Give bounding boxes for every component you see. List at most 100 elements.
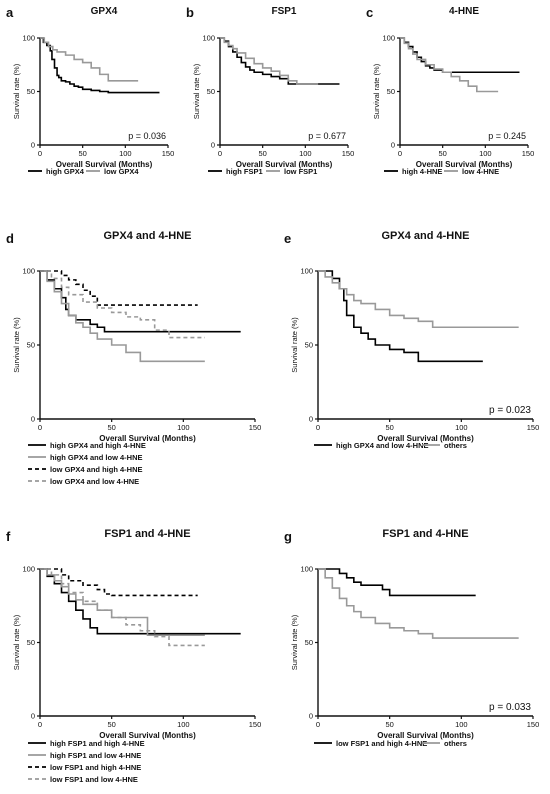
- survival-curve: [40, 270, 205, 339]
- x-tick-label: 150: [249, 423, 262, 432]
- x-axis-label: Overall Survival (Months): [416, 160, 513, 169]
- x-tick-label: 0: [218, 149, 222, 158]
- chart-title: FSP1 and 4-HNE: [104, 528, 190, 540]
- y-tick-label: 50: [27, 341, 35, 350]
- y-tick-label: 100: [382, 34, 395, 43]
- panel-letter: a: [6, 5, 14, 20]
- legend-label: high GPX4 and high 4-HNE: [50, 441, 146, 450]
- y-tick-label: 100: [22, 34, 35, 43]
- chart-title: GPX4 and 4-HNE: [103, 230, 191, 242]
- x-tick-label: 100: [299, 149, 312, 158]
- x-tick-label: 0: [316, 720, 320, 729]
- chart-title: 4-HNE: [449, 6, 479, 17]
- y-tick-label: 0: [309, 712, 313, 721]
- legend: high 4-HNE low 4-HNE: [384, 167, 499, 176]
- panel-f: f FSP1 and 4-HNE 0 50 100 150 0 50 100 Overall Su…: [6, 528, 261, 784]
- x-tick-label: 100: [479, 149, 492, 158]
- x-axis-label: Overall Survival (Months): [236, 160, 333, 169]
- x-tick-label: 0: [38, 423, 42, 432]
- legend-label: others: [444, 441, 467, 450]
- y-tick-label: 50: [387, 87, 395, 96]
- y-tick-label: 100: [22, 565, 35, 574]
- x-tick-label: 100: [119, 149, 132, 158]
- panel-c: c 4-HNE 0 50 100 150 0 50 100 Overall Survival (M…: [366, 5, 534, 176]
- survival-curve: [220, 37, 340, 85]
- x-tick-label: 50: [107, 423, 115, 432]
- chart-title: GPX4: [91, 6, 118, 17]
- legend: high GPX4 low GPX4: [28, 167, 139, 176]
- x-tick-label: 50: [107, 720, 115, 729]
- y-axis-label: Survival rate (%): [192, 63, 201, 119]
- panel-letter: f: [6, 529, 11, 544]
- legend-label: others: [444, 739, 467, 748]
- legend: high FSP1 low FSP1: [208, 167, 317, 176]
- x-tick-label: 150: [249, 720, 262, 729]
- survival-curve: [40, 270, 198, 306]
- y-tick-label: 0: [31, 712, 35, 721]
- legend-label: low FSP1 and high 4-HNE: [50, 763, 141, 772]
- survival-curve: [40, 568, 241, 635]
- survival-curve: [400, 37, 520, 74]
- x-tick-label: 0: [38, 720, 42, 729]
- x-tick-label: 0: [316, 423, 320, 432]
- legend: low FSP1 and high 4-HNE others: [314, 739, 467, 748]
- y-axis-label: Survival rate (%): [372, 63, 381, 119]
- survival-curve: [40, 568, 205, 647]
- panel-letter: b: [186, 5, 194, 20]
- y-tick-label: 0: [391, 141, 395, 150]
- y-tick-label: 0: [31, 415, 35, 424]
- p-value: p = 0.036: [128, 131, 166, 141]
- survival-curve: [40, 568, 198, 597]
- panel-b: b FSP1 0 50 100 150 0 50 100 Overall Survival (Mo…: [186, 5, 354, 176]
- survival-curve: [318, 270, 519, 329]
- survival-curve: [318, 568, 519, 639]
- legend: high GPX4 and high 4-HNE high GPX4 and lo…: [28, 441, 146, 486]
- legend-label: high GPX4: [46, 167, 85, 176]
- legend-label: high GPX4 and low 4-HNE: [336, 441, 429, 450]
- y-tick-label: 50: [27, 87, 35, 96]
- panel-letter: d: [6, 231, 14, 246]
- x-axis-label: Overall Survival (Months): [99, 434, 196, 443]
- survival-curve: [400, 37, 499, 93]
- x-tick-label: 50: [78, 149, 86, 158]
- legend-label: high FSP1 and high 4-HNE: [50, 739, 145, 748]
- survival-curve: [40, 37, 160, 94]
- survival-curve: [318, 568, 476, 597]
- legend: high GPX4 and low 4-HNE others: [314, 441, 467, 450]
- y-tick-label: 100: [300, 267, 313, 276]
- chart-title: FSP1 and 4-HNE: [382, 528, 468, 540]
- y-axis-label: Survival rate (%): [290, 317, 299, 373]
- y-tick-label: 0: [211, 141, 215, 150]
- y-tick-label: 50: [305, 638, 313, 647]
- y-tick-label: 0: [309, 415, 313, 424]
- legend-label: low FSP1 and low 4-HNE: [50, 775, 138, 784]
- p-value: p = 0.033: [489, 702, 531, 713]
- p-value: p = 0.245: [488, 131, 526, 141]
- legend-label: high FSP1: [226, 167, 263, 176]
- legend-label: low GPX4 and low 4-HNE: [50, 477, 139, 486]
- panel-letter: e: [284, 231, 291, 246]
- legend-label: low GPX4 and high 4-HNE: [50, 465, 143, 474]
- legend: high FSP1 and high 4-HNE high FSP1 and lo…: [28, 739, 145, 784]
- legend-label: high GPX4 and low 4-HNE: [50, 453, 143, 462]
- x-tick-label: 100: [177, 720, 190, 729]
- x-tick-label: 50: [385, 423, 393, 432]
- y-axis-label: Survival rate (%): [290, 614, 299, 670]
- y-tick-label: 100: [202, 34, 215, 43]
- panel-letter: c: [366, 5, 373, 20]
- survival-curve: [220, 37, 319, 85]
- p-value: p = 0.023: [489, 405, 531, 416]
- survival-curve: [40, 37, 139, 82]
- y-tick-label: 50: [27, 638, 35, 647]
- x-tick-label: 100: [455, 423, 468, 432]
- x-tick-label: 150: [162, 149, 175, 158]
- legend-label: low GPX4: [104, 167, 139, 176]
- y-axis-label: Survival rate (%): [12, 317, 21, 373]
- p-value: p = 0.677: [308, 131, 346, 141]
- x-tick-label: 50: [258, 149, 266, 158]
- panel-e: e GPX4 and 4-HNE 0 50 100 150 0 50 100 Overall Su…: [284, 230, 539, 450]
- panel-d: d GPX4 and 4-HNE 0 50 100 150 0 50 100 Overall Su…: [6, 230, 261, 486]
- x-tick-label: 150: [522, 149, 535, 158]
- legend-label: low FSP1 and high 4-HNE: [336, 739, 427, 748]
